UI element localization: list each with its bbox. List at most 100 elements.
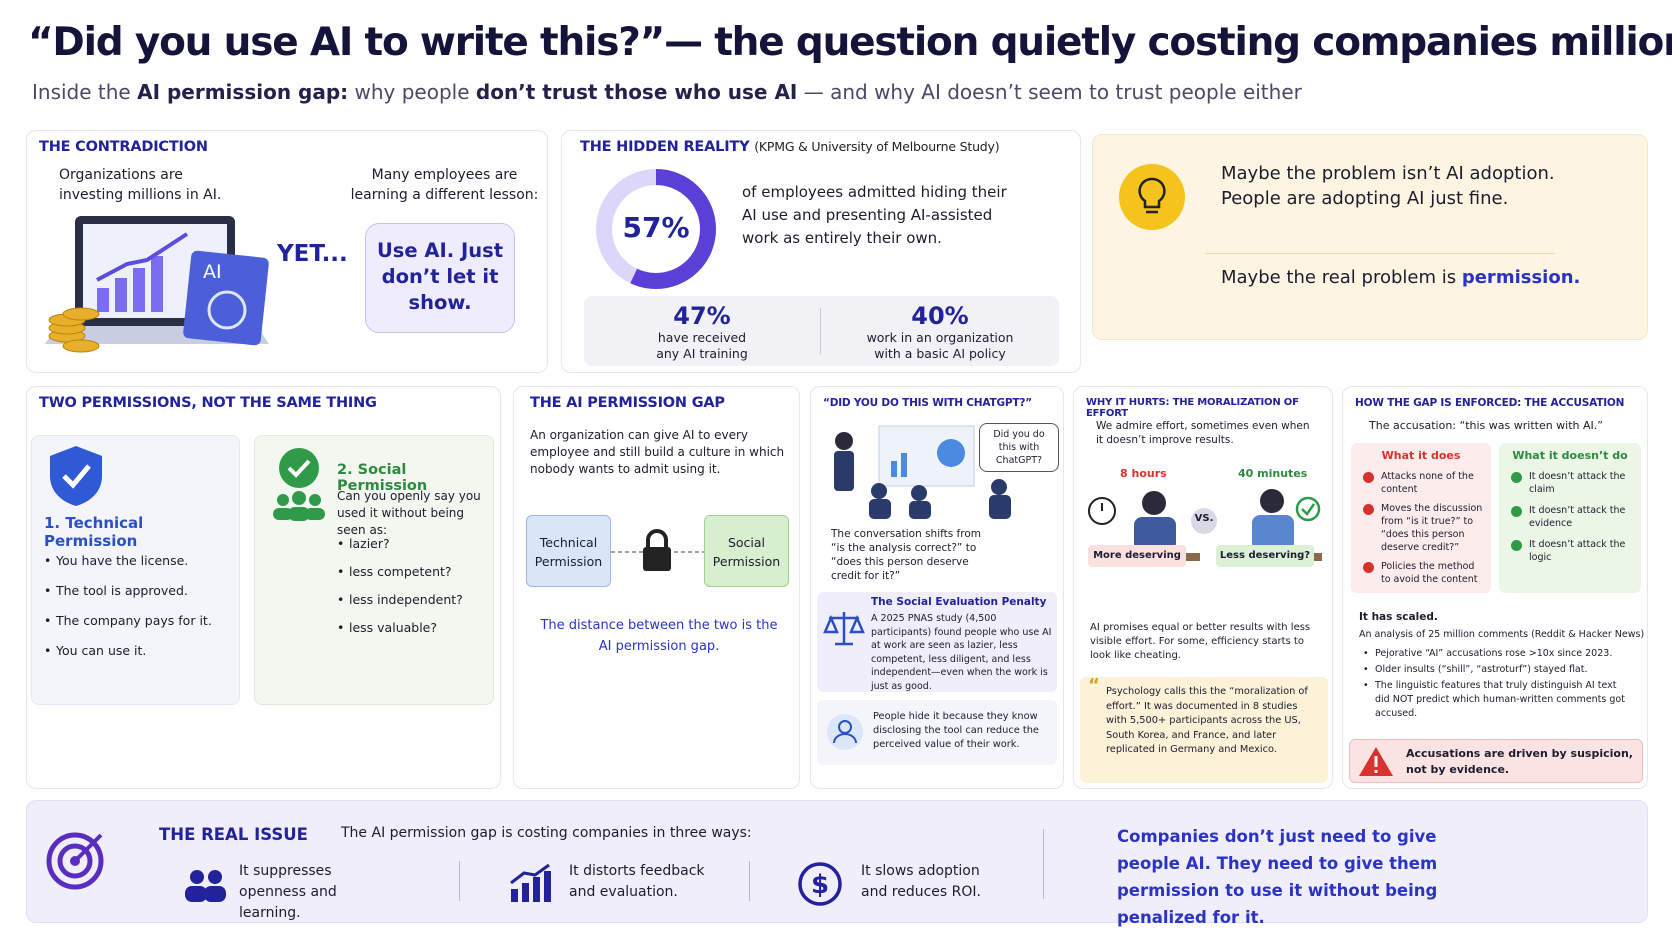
intro: The accusation: “this was written with A… [1369,419,1603,432]
contradiction-panel: THE CONTRADICTION Organizations are inve… [26,130,548,373]
heading: THE REAL ISSUE [159,825,308,844]
warning: Accusations are driven by suspicion, not… [1406,747,1633,776]
stat: 47% have received any AI training [584,302,820,362]
lock-icon [611,529,704,571]
item: Policies the method to avoid the content [1363,560,1485,586]
heading: TWO PERMISSIONS, NOT THE SAME THING [39,395,377,411]
subtitle-part: — and why AI doesn’t seem to trust peopl… [797,80,1302,104]
text: Many employees are learning a different … [350,167,539,203]
yet-text: YET... [277,241,348,267]
subtitle-part: AI permission gap: [137,80,349,104]
card-title: 1. Technical Permission [44,514,144,550]
item: less valuable? [337,614,463,642]
time: 40 minutes [1238,467,1308,480]
social-card: 2. Social Permission Can you openly say … [254,435,494,705]
source: (KPMG & University of Melbourne Study) [754,139,1000,154]
callout-panel: Maybe the problem isn’t AI adoption. Peo… [1092,134,1648,340]
item-text: It doesn’t attack the logic [1529,539,1626,563]
item-text: Moves the discussion from “is it true?” … [1381,503,1483,553]
real-issue-panel: THE REAL ISSUE The AI permission gap is … [26,800,1648,927]
item: You have the license. [44,546,212,576]
intro: The AI permission gap is costing compani… [341,825,752,841]
item: The linguistic features that truly disti… [1363,679,1633,721]
ring-label: 57% [622,211,690,244]
label: Less deserving? [1216,545,1314,567]
penalty-box: The Social Evaluation Penalty A 2025 PNA… [817,592,1057,692]
people-icon [273,448,325,521]
text: We admire effort, sometimes even when it… [1096,420,1310,446]
item: less competent? [337,558,463,586]
caption: The distance between the two is the AI p… [540,618,778,654]
callout-part: permission. [1461,267,1581,288]
item: The company pays for it. [44,606,212,636]
box-title: What it does [1381,449,1461,462]
technical-card: 1. Technical Permission You have the lic… [31,435,240,705]
item-text: Policies the method to avoid the content [1381,561,1478,585]
item: Moves the discussion from “is it true?” … [1363,502,1485,554]
shield-icon [50,446,102,506]
target-icon [46,832,104,890]
warning-icon [1359,747,1393,776]
time: 8 hours [1120,467,1167,480]
way: It suppresses openness and learning. [239,863,337,921]
box-text: People hide it because they know disclos… [873,711,1039,750]
does-box: What it does Attacks none of the content… [1351,443,1491,593]
stat-value: 47% [673,302,731,330]
item: Attacks none of the content [1363,470,1485,496]
meeting-illustration [834,425,1011,519]
item-text: Attacks none of the content [1381,471,1474,495]
heading: WHY IT HURTS: THE MORALIZATION OF EFFORT [1086,397,1299,419]
text: The conversation shifts from “is the ana… [831,528,981,582]
item: The tool is approved. [44,576,212,606]
text: An organization can give AI to every emp… [530,428,785,476]
card-title: 2. Social Permission [337,462,428,494]
subtitle-part: don’t trust those who use AI [475,80,798,104]
callout-text: Maybe the real problem is permission. [1221,267,1580,288]
heading: “DID YOU DO THIS WITH CHATGPT?” [823,397,1032,409]
svg-text:$: $ [811,870,829,900]
heading: HOW THE GAP IS ENFORCED: THE ACCUSATION [1355,397,1625,409]
stat-value: 40% [911,302,969,330]
hide-box: People hide it because they know disclos… [817,700,1057,765]
stat: 40% work in an organization with a basic … [821,302,1059,362]
conclusion: Companies don’t just need to give people… [1117,827,1438,927]
quote: Psychology calls this the “moralization … [1106,686,1308,755]
item: less independent? [337,586,463,614]
dollar-icon: $ [798,862,842,906]
box-title: The Social Evaluation Penalty [871,596,1047,608]
warning-box: Accusations are driven by suspicion, not… [1349,739,1643,783]
title: “Did you use AI to write this?”— the que… [28,20,1672,65]
moralization-panel: WHY IT HURTS: THE MORALIZATION OF EFFORT… [1073,386,1333,789]
gap-panel: THE AI PERMISSION GAP An organization ca… [513,386,800,789]
scale-icon [823,612,865,646]
label: More deserving [1088,545,1186,567]
speech-bubble: Use AI. Just don’t let it show. [365,223,515,333]
ring [596,169,716,289]
people-icon [185,870,226,902]
item: It doesn’t attack the logic [1511,538,1635,564]
box-title: What it doesn’t do [1512,449,1628,462]
item: It doesn’t attack the claim [1511,470,1635,496]
subtitle-part: Inside the [32,80,138,104]
callout-text: Maybe the problem isn’t AI adoption. Peo… [1221,163,1555,209]
subtitle-part: why people [348,80,476,104]
yet: YET... [277,241,348,267]
two-permissions-panel: TWO PERMISSIONS, NOT THE SAME THING 1. T… [26,386,501,789]
chatgpt-panel: “DID YOU DO THIS WITH CHATGPT?” Did you … [810,386,1064,789]
scaled: It has scaled. [1359,611,1438,623]
analysis: An analysis of 25 million comments (Redd… [1359,629,1645,640]
list: Attacks none of the content Moves the di… [1363,470,1485,586]
item: lazier? [337,530,463,558]
item: Pejorative “AI” accusations rose >10x si… [1363,647,1633,661]
text: AI promises equal or better results with… [1090,622,1311,661]
technical-box: Technical Permission [526,515,611,587]
accusation-panel: HOW THE GAP IS ENFORCED: THE ACCUSATION … [1342,386,1648,789]
heading: THE CONTRADICTION [39,139,208,155]
stat-text: have received any AI training [656,330,748,361]
chart-icon [510,863,551,902]
social-box: Social Permission [704,515,789,587]
heading-text: THE HIDDEN REALITY [580,139,750,155]
way: It slows adoption and reduces ROI. [861,863,981,900]
quote-box: “Psychology calls this the “moralization… [1080,677,1328,783]
